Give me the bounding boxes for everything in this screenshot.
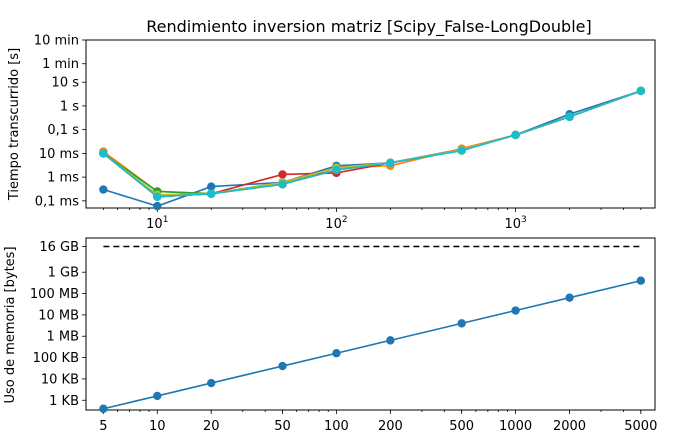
series-10-point xyxy=(153,192,162,201)
y-tick-label: 1 s xyxy=(60,99,79,114)
series-1-point xyxy=(99,185,108,194)
series-10-point xyxy=(457,146,466,155)
x-tick-label-exponent: 2 xyxy=(342,215,348,225)
x-tick-label: 10 xyxy=(149,419,166,434)
y-tick-label: 100 KB xyxy=(33,351,79,366)
x-tick-label-exponent: 3 xyxy=(521,215,527,225)
series-7-line xyxy=(102,90,642,198)
bottom-axes: 5 10 20 50 100 200 500 1000 2000 5000 1 KB 10 KB 100… xyxy=(30,237,657,434)
series-10-point xyxy=(386,158,395,168)
y-tick-label: 10 KB xyxy=(41,372,79,387)
series-1-line xyxy=(103,90,642,207)
series-1-point xyxy=(99,404,108,413)
series-10-point xyxy=(332,165,341,175)
series-5-line xyxy=(102,90,642,198)
x-tick-label: 101 xyxy=(146,215,168,232)
x-tick-label: 5 xyxy=(99,419,107,434)
series-8-line xyxy=(102,90,642,198)
series-1-point xyxy=(457,319,466,328)
x-tick-label: 500 xyxy=(449,419,474,434)
series-1-point xyxy=(278,361,287,371)
series-6-line xyxy=(102,90,642,198)
y-tick-label: 10 MB xyxy=(38,308,79,323)
series-1-line xyxy=(103,279,641,410)
x-tick-label-base: 10 xyxy=(504,217,521,232)
series-10-point xyxy=(565,112,574,121)
series-10-point xyxy=(511,130,520,140)
y-tick-label: 10 ms xyxy=(39,147,79,162)
x-tick-label-base: 10 xyxy=(325,217,342,232)
series-1-point xyxy=(386,336,395,345)
x-tick-label: 50 xyxy=(274,419,291,434)
x-tick-label: 103 xyxy=(504,215,526,232)
y-tick-label: 100 MB xyxy=(30,287,79,302)
series-4-line xyxy=(102,90,642,198)
series-1-point xyxy=(153,391,162,401)
y-tick-label: 1 MB xyxy=(46,330,79,345)
y-tick-label: 1 ms xyxy=(47,171,79,186)
series-2-line xyxy=(102,90,642,195)
x-tick-label-exponent: 1 xyxy=(163,215,169,225)
series-1-point xyxy=(207,378,216,388)
y-tick-label: 0,1 ms xyxy=(35,194,79,209)
x-tick-label: 1000 xyxy=(499,419,532,434)
series-4-point xyxy=(278,170,287,179)
chart-title: Rendimiento inversion matriz [Scipy_Fals… xyxy=(146,17,591,37)
y-tick-label: 1 GB xyxy=(48,266,79,281)
x-tick-label: 2000 xyxy=(553,419,586,434)
series-1-point xyxy=(565,293,574,302)
top-y-axis-label: Tiempo transcurrido [s] xyxy=(7,48,22,201)
series-10-point xyxy=(207,189,216,198)
x-tick-label: 5000 xyxy=(624,419,657,434)
y-tick-label: 10 s xyxy=(52,76,80,91)
y-tick-label: 0,1 s xyxy=(47,123,79,138)
series-3-line xyxy=(102,90,642,195)
axes-frame xyxy=(85,237,656,411)
series-1-point xyxy=(636,276,646,285)
series-1-point xyxy=(207,182,216,191)
series-1-point xyxy=(332,349,341,358)
y-tick-label: 1 KB xyxy=(49,394,79,409)
axes-frame xyxy=(85,39,656,209)
series-10-point xyxy=(636,86,646,96)
series-10-point xyxy=(99,149,108,158)
series-10-point xyxy=(278,180,287,189)
x-tick-label-base: 10 xyxy=(146,217,163,232)
x-tick-label: 200 xyxy=(378,419,403,434)
y-tick-label: 10 min xyxy=(34,34,79,49)
bottom-y-axis-label: Uso de memoria [bytes] xyxy=(3,246,18,403)
series-1-point xyxy=(153,201,162,211)
x-tick-label: 100 xyxy=(324,419,349,434)
y-tick-label: 1 min xyxy=(42,57,79,72)
series-10-line xyxy=(102,90,642,198)
series-9-line xyxy=(102,90,642,196)
y-tick-label: 16 GB xyxy=(39,240,79,255)
x-tick-label: 102 xyxy=(325,215,347,232)
x-tick-label: 20 xyxy=(203,419,220,434)
series-1-point xyxy=(511,306,520,315)
